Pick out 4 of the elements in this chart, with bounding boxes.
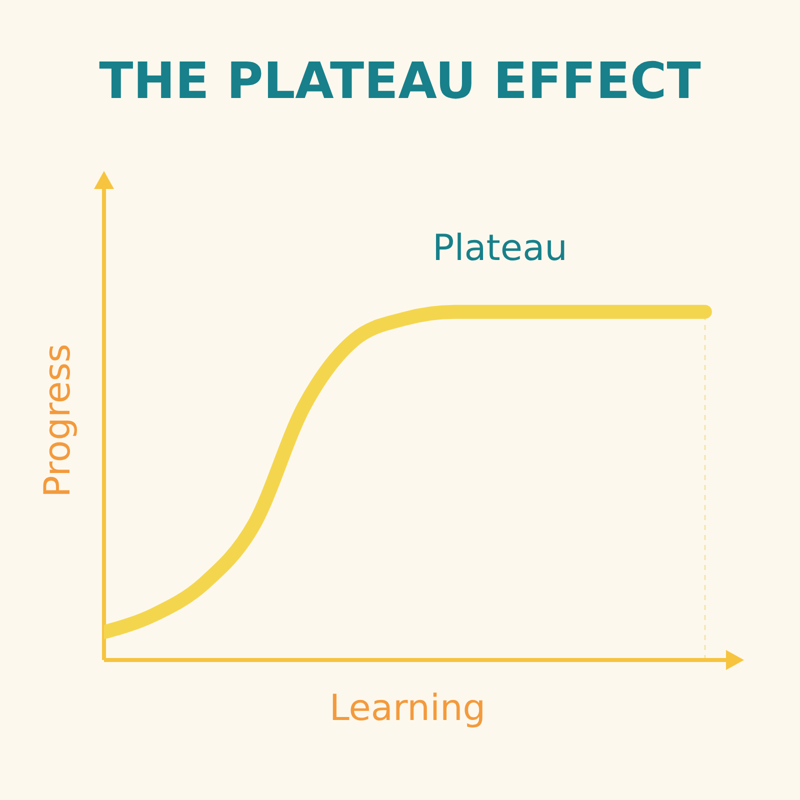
x-axis-title: Learning (328, 688, 487, 729)
chart-title: THE PLATEAU EFFECT (98, 52, 702, 110)
y-axis-title: Progress (38, 342, 78, 500)
text: Plateau (432, 228, 568, 269)
